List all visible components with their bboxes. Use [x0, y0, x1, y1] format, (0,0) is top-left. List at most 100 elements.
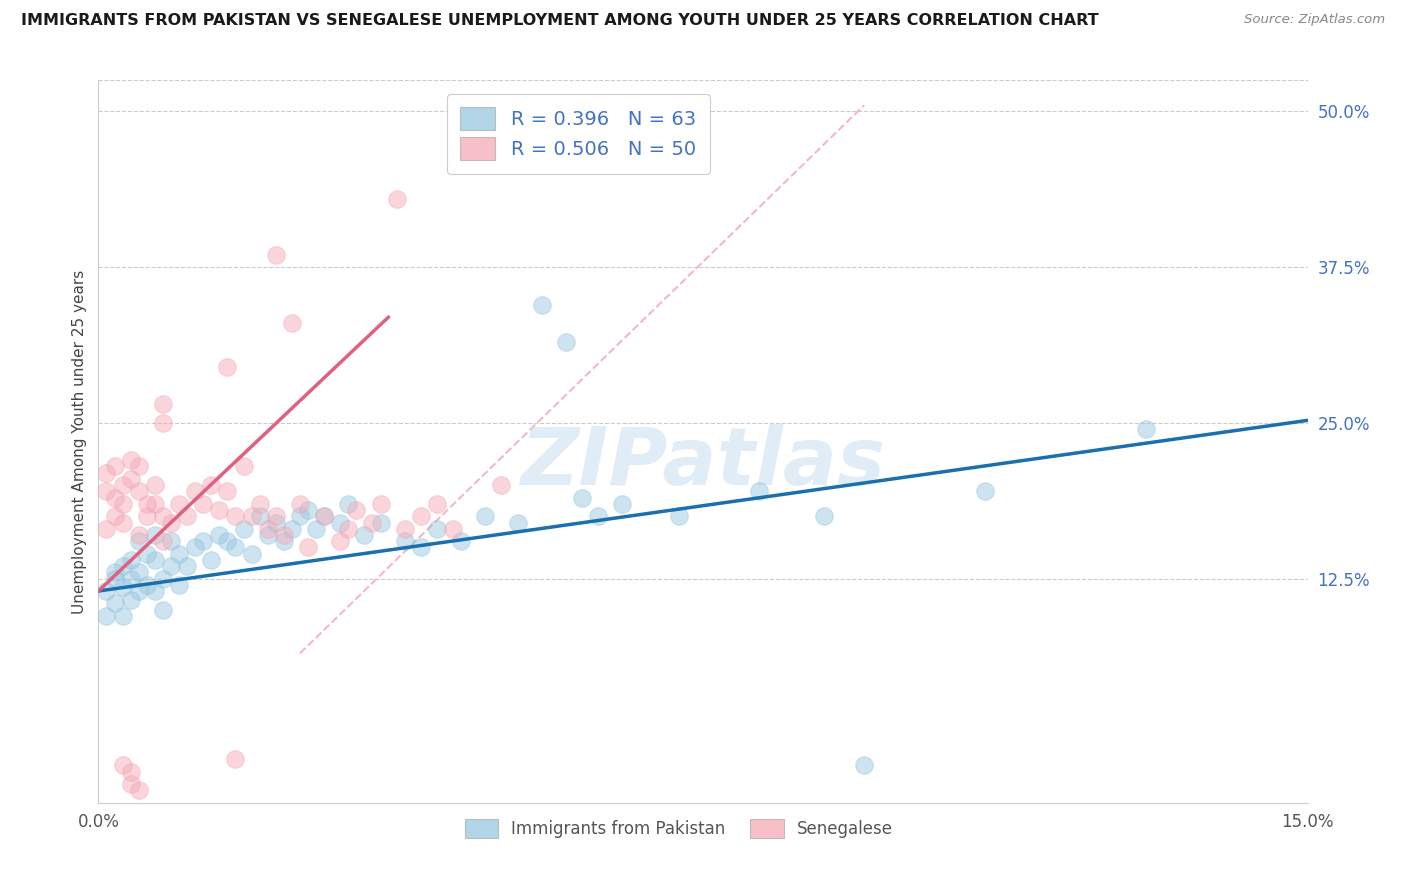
Point	[329, 516, 352, 530]
Point	[143, 553, 166, 567]
Point	[200, 478, 222, 492]
Point	[586, 509, 609, 524]
Point	[450, 534, 472, 549]
Point	[111, 758, 134, 772]
Point	[103, 572, 125, 586]
Point	[193, 534, 215, 549]
Point	[232, 522, 254, 536]
Point	[167, 578, 190, 592]
Point	[974, 484, 997, 499]
Point	[297, 541, 319, 555]
Point	[264, 509, 287, 524]
Point	[184, 541, 207, 555]
Point	[96, 522, 118, 536]
Point	[281, 316, 304, 330]
Point	[103, 459, 125, 474]
Point	[128, 566, 150, 580]
Point	[160, 534, 183, 549]
Point	[120, 553, 142, 567]
Point	[120, 472, 142, 486]
Point	[314, 509, 336, 524]
Point	[491, 478, 513, 492]
Point	[111, 609, 134, 624]
Point	[385, 192, 408, 206]
Point	[394, 522, 416, 536]
Point	[426, 497, 449, 511]
Point	[240, 547, 263, 561]
Point	[668, 509, 690, 524]
Point	[176, 559, 198, 574]
Point	[409, 541, 432, 555]
Point	[224, 509, 246, 524]
Point	[128, 484, 150, 499]
Point	[143, 478, 166, 492]
Point	[167, 497, 190, 511]
Point	[217, 484, 239, 499]
Point	[1135, 422, 1157, 436]
Point	[249, 509, 271, 524]
Point	[120, 592, 142, 607]
Point	[111, 497, 134, 511]
Point	[128, 534, 150, 549]
Point	[337, 522, 360, 536]
Point	[128, 459, 150, 474]
Point	[120, 453, 142, 467]
Point	[441, 522, 464, 536]
Point	[329, 534, 352, 549]
Point	[612, 497, 634, 511]
Point	[111, 559, 134, 574]
Point	[288, 509, 311, 524]
Point	[361, 516, 384, 530]
Point	[152, 509, 174, 524]
Point	[143, 584, 166, 599]
Point	[184, 484, 207, 499]
Point	[555, 334, 578, 349]
Point	[273, 528, 295, 542]
Point	[256, 528, 278, 542]
Point	[353, 528, 375, 542]
Legend: Immigrants from Pakistan, Senegalese: Immigrants from Pakistan, Senegalese	[458, 813, 900, 845]
Point	[143, 497, 166, 511]
Point	[288, 497, 311, 511]
Point	[103, 509, 125, 524]
Point	[160, 516, 183, 530]
Point	[264, 248, 287, 262]
Point	[813, 509, 835, 524]
Point	[103, 597, 125, 611]
Point	[152, 397, 174, 411]
Point	[135, 578, 157, 592]
Point	[370, 516, 392, 530]
Point	[370, 497, 392, 511]
Point	[337, 497, 360, 511]
Point	[152, 534, 174, 549]
Point	[249, 497, 271, 511]
Point	[152, 416, 174, 430]
Point	[224, 541, 246, 555]
Point	[120, 777, 142, 791]
Point	[394, 534, 416, 549]
Point	[167, 547, 190, 561]
Point	[200, 553, 222, 567]
Point	[208, 503, 231, 517]
Point	[143, 528, 166, 542]
Point	[96, 584, 118, 599]
Point	[103, 566, 125, 580]
Point	[111, 516, 134, 530]
Point	[120, 764, 142, 779]
Point	[474, 509, 496, 524]
Point	[506, 516, 529, 530]
Point	[128, 584, 150, 599]
Point	[409, 509, 432, 524]
Point	[571, 491, 593, 505]
Point	[281, 522, 304, 536]
Point	[152, 603, 174, 617]
Point	[135, 547, 157, 561]
Y-axis label: Unemployment Among Youth under 25 years: Unemployment Among Youth under 25 years	[72, 269, 87, 614]
Point	[111, 478, 134, 492]
Point	[135, 497, 157, 511]
Point	[96, 466, 118, 480]
Point	[853, 758, 876, 772]
Point	[160, 559, 183, 574]
Point	[224, 752, 246, 766]
Text: IMMIGRANTS FROM PAKISTAN VS SENEGALESE UNEMPLOYMENT AMONG YOUTH UNDER 25 YEARS C: IMMIGRANTS FROM PAKISTAN VS SENEGALESE U…	[21, 13, 1098, 29]
